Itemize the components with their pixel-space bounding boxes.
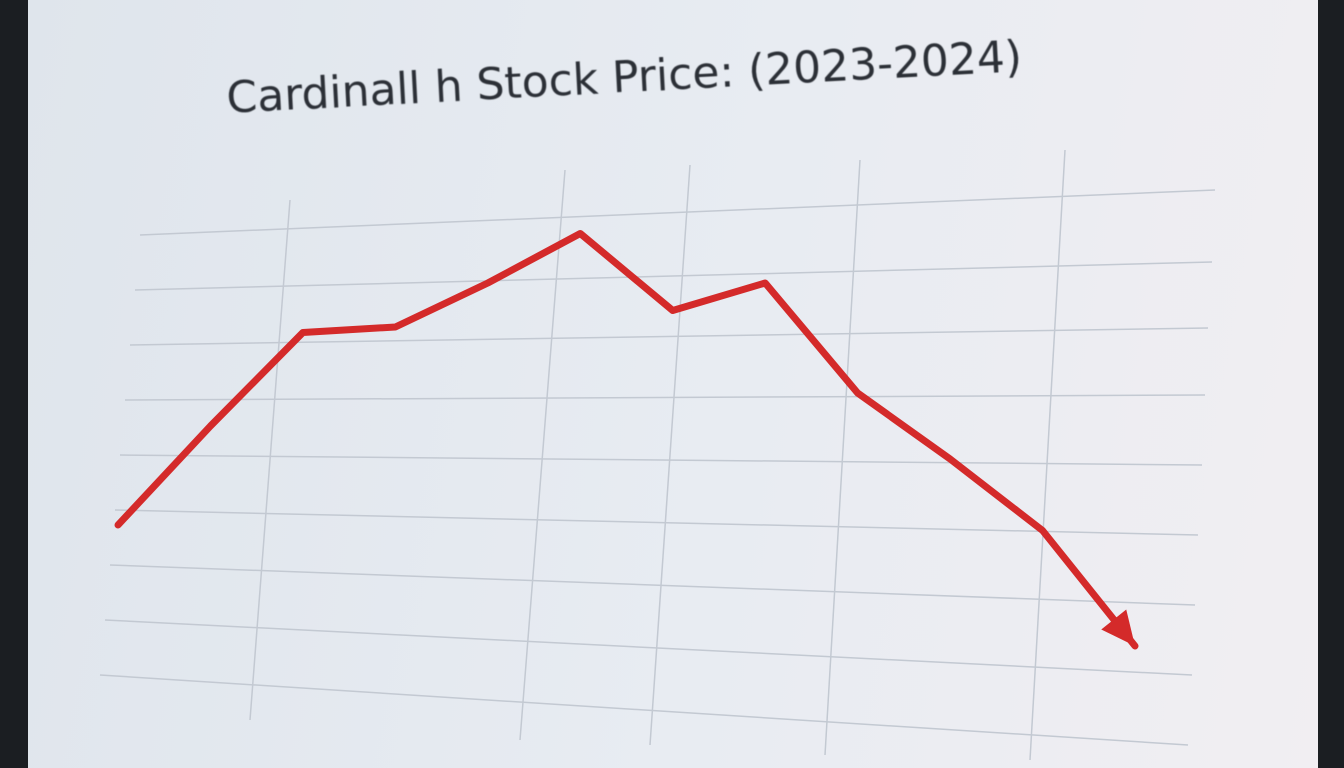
grid [99, 149, 1216, 761]
grid-line [1029, 149, 1066, 761]
plot-area [114, 230, 1139, 650]
grid-line [124, 394, 1206, 401]
grid-line [129, 327, 1209, 346]
grid-line [119, 454, 1203, 466]
chart-title: Cardinall h Stock Price: (2023-2024) [225, 31, 1023, 124]
grid-line [109, 564, 1196, 606]
trend-arrowhead [1101, 609, 1135, 646]
grid-line [114, 509, 1199, 536]
price-line [114, 230, 1139, 650]
grid-line [649, 164, 691, 746]
grid-line [134, 261, 1213, 291]
grid-line [99, 674, 1189, 746]
grid-line [519, 169, 566, 741]
monitor-screen [28, 0, 1318, 768]
grid-line [824, 159, 861, 756]
grid-line [249, 199, 291, 721]
grid-line [104, 619, 1193, 676]
grid-line [139, 189, 1216, 236]
